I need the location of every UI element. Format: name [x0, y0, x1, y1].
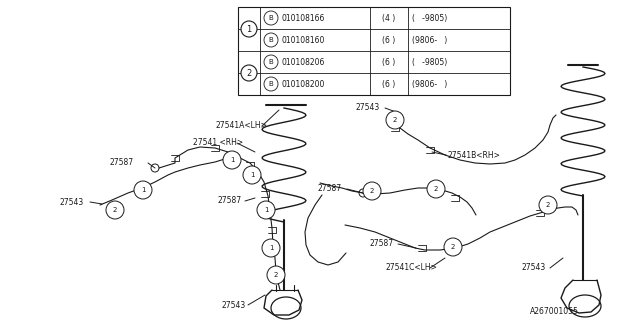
Text: 010108200: 010108200: [281, 79, 324, 89]
Circle shape: [363, 182, 381, 200]
Circle shape: [134, 181, 152, 199]
Circle shape: [539, 196, 557, 214]
Text: 2: 2: [113, 207, 117, 213]
Circle shape: [264, 33, 278, 47]
Circle shape: [386, 111, 404, 129]
Text: 1: 1: [141, 187, 145, 193]
Circle shape: [427, 180, 445, 198]
Text: 010108160: 010108160: [281, 36, 324, 44]
Text: 27587: 27587: [110, 157, 134, 166]
Text: 2: 2: [370, 188, 374, 194]
Text: 27543: 27543: [522, 263, 547, 273]
Circle shape: [241, 65, 257, 81]
Text: 010108166: 010108166: [281, 13, 324, 22]
Text: 27541B<RH>: 27541B<RH>: [448, 150, 501, 159]
Text: 1: 1: [264, 207, 268, 213]
Circle shape: [262, 239, 280, 257]
Text: 27541 <RH>: 27541 <RH>: [193, 138, 243, 147]
Text: B: B: [269, 59, 273, 65]
Circle shape: [106, 201, 124, 219]
Text: (6 ): (6 ): [382, 58, 396, 67]
Text: A267001055: A267001055: [530, 308, 579, 316]
Text: 2: 2: [393, 117, 397, 123]
Text: 27543: 27543: [60, 197, 84, 206]
Circle shape: [444, 238, 462, 256]
Text: 27543: 27543: [221, 300, 245, 309]
Text: 1: 1: [250, 172, 254, 178]
Text: B: B: [269, 37, 273, 43]
Bar: [238, 7, 510, 95]
Text: (6 ): (6 ): [382, 79, 396, 89]
Text: B: B: [269, 81, 273, 87]
Text: 27541C<LH>: 27541C<LH>: [385, 263, 437, 273]
Text: 2: 2: [451, 244, 455, 250]
Circle shape: [264, 55, 278, 69]
Text: 010108206: 010108206: [281, 58, 324, 67]
Text: 27543: 27543: [355, 102, 380, 111]
Text: 27587: 27587: [218, 196, 242, 204]
Text: 1: 1: [246, 25, 252, 34]
Text: 2: 2: [434, 186, 438, 192]
Circle shape: [243, 166, 261, 184]
Text: B: B: [269, 15, 273, 21]
Text: 27587: 27587: [318, 183, 342, 193]
Circle shape: [264, 77, 278, 91]
Circle shape: [257, 201, 275, 219]
Text: (   -9805): ( -9805): [412, 58, 447, 67]
Circle shape: [241, 21, 257, 37]
Text: 2: 2: [274, 272, 278, 278]
Circle shape: [267, 266, 285, 284]
Text: 2: 2: [246, 68, 252, 77]
Text: (   -9805): ( -9805): [412, 13, 447, 22]
Text: (9806-   ): (9806- ): [412, 36, 447, 44]
Text: (4 ): (4 ): [382, 13, 396, 22]
Circle shape: [264, 11, 278, 25]
Text: 2: 2: [546, 202, 550, 208]
Text: 27541A<LH>: 27541A<LH>: [215, 121, 267, 130]
Text: 1: 1: [269, 245, 273, 251]
Circle shape: [223, 151, 241, 169]
Text: (9806-   ): (9806- ): [412, 79, 447, 89]
Text: 1: 1: [230, 157, 234, 163]
Text: (6 ): (6 ): [382, 36, 396, 44]
Text: 27587: 27587: [370, 238, 394, 247]
